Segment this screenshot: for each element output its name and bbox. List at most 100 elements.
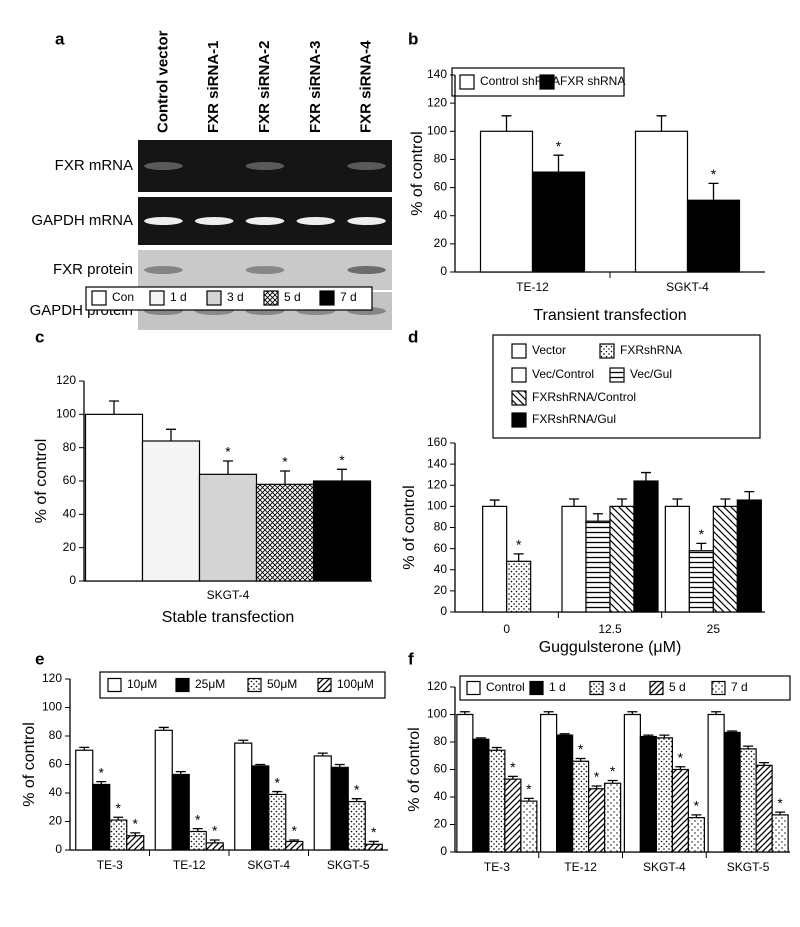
legend-label: 3 d xyxy=(609,680,626,694)
legend-label: FXRshRNA/Control xyxy=(532,390,636,404)
legend-label: 5 d xyxy=(284,290,301,304)
bar xyxy=(520,800,538,853)
y-tick-label: 20 xyxy=(434,583,448,597)
x-tick-label: SKGT-5 xyxy=(327,858,370,872)
error-bar xyxy=(238,739,249,744)
y-tick-label: 80 xyxy=(63,440,77,454)
y-tick-label: 20 xyxy=(434,236,448,250)
bar xyxy=(623,713,641,853)
bar xyxy=(285,840,304,851)
gel-band xyxy=(245,217,285,225)
significance-mark: * xyxy=(275,774,281,790)
legend-swatch xyxy=(609,367,625,383)
significance-mark: * xyxy=(99,764,105,780)
y-axis-title: % of control xyxy=(33,439,50,523)
panel-label: a xyxy=(55,29,65,48)
error-bar xyxy=(708,182,719,201)
gel-band xyxy=(245,266,285,274)
error-bar xyxy=(720,498,731,507)
error-bar xyxy=(223,460,233,475)
y-tick-label: 0 xyxy=(69,573,76,587)
error-bar xyxy=(475,737,486,740)
y-tick-label: 20 xyxy=(49,814,63,828)
gel-band xyxy=(347,217,386,225)
error-bar xyxy=(675,766,686,770)
legend-swatch xyxy=(511,390,527,406)
bar xyxy=(634,130,689,273)
panel-label: d xyxy=(408,327,418,346)
y-tick-label: 40 xyxy=(49,785,63,799)
gel-band xyxy=(144,217,183,225)
legend-label: 50μM xyxy=(267,677,297,691)
bar xyxy=(633,480,659,613)
bar xyxy=(92,783,111,851)
y-tick-label: 120 xyxy=(42,671,62,685)
x-tick-label: TE-3 xyxy=(97,858,123,872)
error-bar xyxy=(491,746,502,751)
legend-label: 7 d xyxy=(340,290,357,304)
y-tick-label: 40 xyxy=(434,562,448,576)
error-bar xyxy=(656,115,667,132)
bar xyxy=(234,742,253,851)
significance-mark: * xyxy=(694,798,700,814)
legend-label: Vector xyxy=(532,343,566,357)
error-bar xyxy=(575,757,586,762)
error-bar xyxy=(727,730,738,733)
bar xyxy=(604,782,622,853)
error-bar xyxy=(317,752,328,756)
error-bar xyxy=(501,115,512,132)
error-bar xyxy=(334,763,345,768)
panel-label: f xyxy=(408,649,414,668)
y-tick-label: 80 xyxy=(49,728,63,742)
bar xyxy=(540,713,558,853)
legend-swatch xyxy=(711,680,726,696)
lane-label: FXR siRNA-3 xyxy=(307,40,324,133)
error-bar xyxy=(255,763,266,766)
bar xyxy=(313,755,332,851)
significance-mark: * xyxy=(195,811,201,827)
y-tick-label: 140 xyxy=(427,456,447,470)
bar xyxy=(687,817,705,853)
legend-swatch xyxy=(175,677,190,693)
error-bar xyxy=(209,839,220,843)
bar xyxy=(712,505,738,613)
legend-swatch xyxy=(263,290,279,306)
y-tick-label: 0 xyxy=(440,604,447,618)
bar xyxy=(488,749,506,853)
error-bar xyxy=(659,734,670,738)
error-bar xyxy=(672,498,683,507)
y-tick-label: 120 xyxy=(56,373,76,387)
gel-band xyxy=(194,217,234,225)
bar xyxy=(585,520,611,613)
bar xyxy=(664,505,690,613)
gel-band xyxy=(144,266,183,274)
y-tick-label: 60 xyxy=(49,757,63,771)
bar xyxy=(739,748,757,853)
gel-band xyxy=(296,217,336,225)
legend-swatch xyxy=(511,343,527,359)
error-bar xyxy=(627,711,638,715)
legend-swatch xyxy=(599,343,615,359)
significance-mark: * xyxy=(116,800,122,816)
error-bar xyxy=(96,780,107,785)
significance-mark: * xyxy=(526,781,532,797)
legend-swatch xyxy=(206,290,222,306)
y-axis-title: % of control xyxy=(406,727,423,811)
bar xyxy=(479,130,534,273)
significance-mark: * xyxy=(678,749,684,765)
y-tick-label: 60 xyxy=(434,541,448,555)
y-tick-label: 100 xyxy=(427,123,447,137)
y-tick-label: 20 xyxy=(434,817,448,831)
significance-mark: * xyxy=(292,823,298,839)
error-bar xyxy=(175,770,186,775)
error-bar xyxy=(459,711,470,715)
y-tick-label: 100 xyxy=(427,707,447,721)
bar xyxy=(686,199,741,273)
y-tick-label: 0 xyxy=(55,842,62,856)
significance-mark: * xyxy=(777,795,783,811)
error-bar xyxy=(113,816,124,821)
legend-swatch xyxy=(539,74,555,90)
y-tick-label: 100 xyxy=(427,499,447,513)
x-tick-label: SKGT-4 xyxy=(643,860,686,874)
